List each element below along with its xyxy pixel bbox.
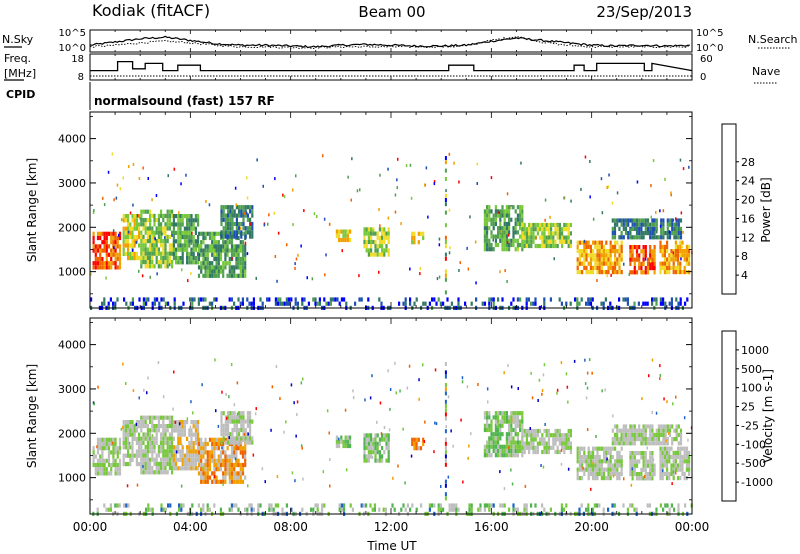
colorbar-tick-label: -500 bbox=[741, 457, 766, 470]
freq-ytick-label: 18 bbox=[71, 54, 84, 65]
echo-region bbox=[576, 446, 623, 481]
colorbar-tick-label: 500 bbox=[741, 363, 762, 376]
echo-region bbox=[576, 240, 623, 275]
cpid-label: CPID bbox=[6, 88, 35, 101]
nsearch-label: N.Search bbox=[748, 33, 798, 46]
echo-region bbox=[521, 222, 572, 249]
noise-y2tick-label: 10^0 bbox=[696, 43, 723, 54]
echo-region bbox=[220, 205, 254, 239]
range-tick-label: 2000 bbox=[58, 427, 86, 440]
echo-region bbox=[335, 229, 352, 243]
nave-ytick-label: 0 bbox=[700, 72, 706, 83]
echo-region bbox=[659, 240, 691, 275]
echo-region bbox=[521, 428, 572, 455]
colorbar-tick-label: 24 bbox=[741, 175, 755, 188]
echo-region bbox=[122, 420, 141, 467]
echo-region bbox=[483, 411, 524, 458]
colorbar-tick-label: -25 bbox=[741, 419, 759, 432]
echo-region bbox=[411, 231, 425, 245]
range-tick-label: 2000 bbox=[58, 221, 86, 234]
time-tick-label: 08:00 bbox=[273, 520, 308, 534]
time-tick-label: 04:00 bbox=[173, 520, 208, 534]
time-tick-label: 00:00 bbox=[675, 520, 710, 534]
colorbar-tick-label: 25 bbox=[741, 401, 755, 414]
noise-y2tick-label: 10^5 bbox=[696, 28, 723, 39]
time-tick-label: 20:00 bbox=[574, 520, 609, 534]
colorbar-tick-label: 8 bbox=[741, 250, 748, 263]
echo-region bbox=[611, 424, 683, 446]
echo-region bbox=[92, 231, 122, 270]
power-ylabel: Slant Range [km] bbox=[25, 158, 39, 262]
colorbar-tick-label: -100 bbox=[741, 438, 766, 451]
echo-region bbox=[122, 214, 141, 261]
time-tick-label: 00:00 bbox=[73, 520, 108, 534]
echo-region bbox=[659, 446, 691, 481]
power-panel: 1000 2000 3000 4000 bbox=[58, 111, 693, 310]
echo-region bbox=[363, 433, 390, 463]
colorbar-tick-label: 4 bbox=[741, 269, 748, 282]
range-tick-label: 4000 bbox=[58, 339, 86, 352]
echo-region bbox=[611, 218, 683, 240]
noise-panel: 10^5 10^5 10^0 10^0 bbox=[59, 28, 724, 54]
velocity-colorbar-label: Velocity [m s-1] bbox=[761, 369, 775, 463]
echo-region bbox=[140, 415, 174, 475]
noise-ytick-label: 10^5 bbox=[59, 28, 86, 39]
range-tick-label: 1000 bbox=[58, 472, 86, 485]
echo-region bbox=[363, 227, 390, 257]
echo-region bbox=[172, 420, 200, 471]
range-tick-label: 3000 bbox=[58, 383, 86, 396]
scatter-echoes bbox=[90, 152, 693, 285]
colorbar-tick-label: 28 bbox=[741, 156, 755, 169]
freq-ytick-label: 8 bbox=[78, 72, 84, 83]
echo-region bbox=[92, 437, 122, 476]
colorbar-tick-label: 1000 bbox=[741, 344, 769, 357]
mode-text: normalsound (fast) 157 RF bbox=[94, 94, 275, 108]
velocity-ylabel: Slant Range [km] bbox=[25, 364, 39, 468]
date-title: 23/Sep/2013 bbox=[596, 3, 692, 21]
time-tick-label: 12:00 bbox=[374, 520, 409, 534]
power-data bbox=[90, 152, 693, 310]
nave-ytick-label: 60 bbox=[700, 54, 713, 65]
power-colorbar: 4 8 12 16 20 24 28 bbox=[721, 123, 755, 295]
colorbar-tick-label: -1000 bbox=[741, 476, 773, 489]
colorbar-tick-label: 100 bbox=[741, 382, 762, 395]
range-tick-label: 4000 bbox=[58, 133, 86, 146]
echo-region bbox=[335, 435, 352, 449]
freq-label-line2: [MHz] bbox=[4, 67, 36, 80]
vertical-streak bbox=[444, 362, 447, 501]
colorbar-tick-label: 12 bbox=[741, 231, 755, 244]
colorbar-tick-label: 16 bbox=[741, 212, 755, 225]
range-tick-label: 3000 bbox=[58, 177, 86, 190]
freq-panel: 18 60 8 0 bbox=[71, 53, 713, 83]
x-axis-label: Time UT bbox=[366, 539, 417, 553]
scatter-echoes bbox=[92, 358, 693, 491]
vertical-streak bbox=[444, 156, 447, 295]
noise-series-nsearch bbox=[89, 36, 690, 49]
range-tick-label: 1000 bbox=[58, 266, 86, 279]
echo-region bbox=[411, 437, 425, 451]
nsky-label: N.Sky bbox=[2, 33, 34, 46]
velocity-panel: 1000 2000 3000 4000 00:00 04:00 08:00 12:00 16:0… bbox=[58, 317, 710, 534]
beam-title: Beam 00 bbox=[358, 3, 425, 21]
power-colorbar-label: Power [dB] bbox=[759, 177, 773, 242]
freq-series-line bbox=[90, 60, 693, 72]
nave-label: Nave bbox=[752, 65, 780, 78]
colorbar-tick-label: 20 bbox=[741, 194, 755, 207]
station-title: Kodiak (fitACF) bbox=[92, 1, 210, 20]
time-tick-label: 16:00 bbox=[474, 520, 509, 534]
noise-ytick-label: 10^0 bbox=[59, 43, 86, 54]
echo-region bbox=[629, 245, 656, 275]
echo-region bbox=[629, 451, 656, 481]
freq-label-line1: Freq. bbox=[4, 52, 31, 65]
velocity-colorbar: 1000 500 100 25 -25 -100 -500 -1000 bbox=[721, 330, 773, 502]
echo-region bbox=[140, 209, 174, 269]
